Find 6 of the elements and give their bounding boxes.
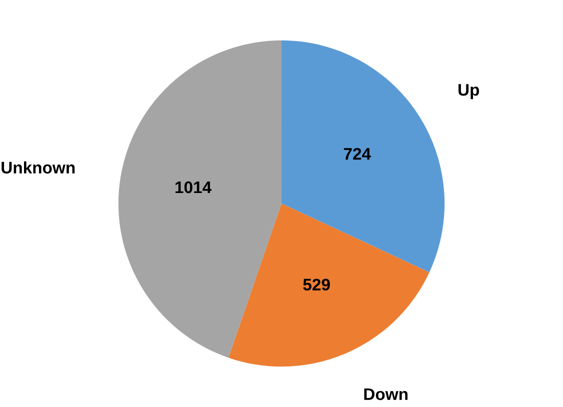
- slice-label: Up: [458, 84, 480, 100]
- data-label: 1014: [176, 181, 212, 194]
- data-label: 529: [303, 278, 330, 291]
- slice-label: Down: [364, 388, 408, 400]
- slice-label: Unknown: [2, 161, 75, 174]
- data-label: 724: [344, 148, 371, 160]
